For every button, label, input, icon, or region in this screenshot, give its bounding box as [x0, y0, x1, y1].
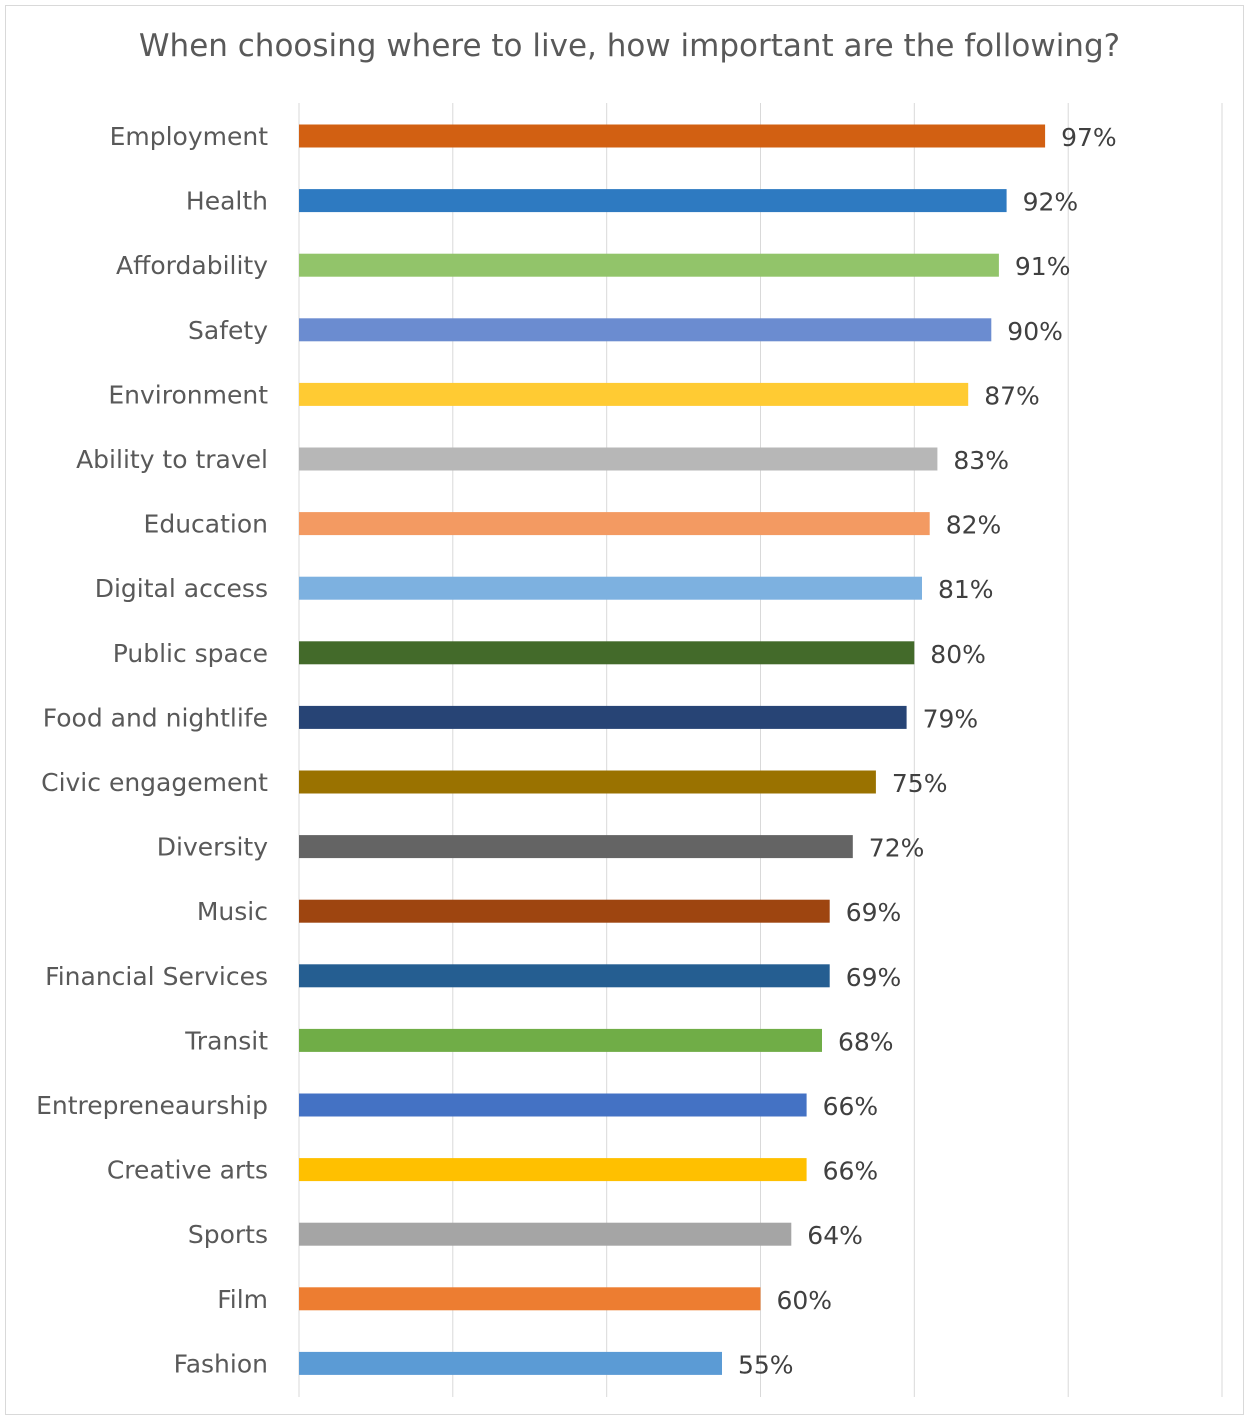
- bar: [299, 705, 907, 729]
- category-label: Creative arts: [107, 1156, 268, 1185]
- data-label: 90%: [1007, 317, 1063, 346]
- category-label: Diversity: [157, 833, 268, 862]
- data-label: 87%: [984, 381, 1040, 410]
- category-label: Entrepreneaurship: [36, 1091, 268, 1120]
- chart-title: When choosing where to live, how importa…: [138, 28, 1121, 64]
- data-label: 60%: [777, 1286, 833, 1315]
- bar: [299, 576, 922, 600]
- data-label: 66%: [823, 1157, 879, 1186]
- data-label: 83%: [953, 446, 1009, 475]
- category-label: Ability to travel: [76, 445, 268, 474]
- data-label: 82%: [946, 511, 1002, 540]
- bar: [299, 770, 876, 794]
- category-label: Music: [197, 897, 268, 926]
- category-label: Employment: [110, 122, 269, 151]
- category-label: Safety: [188, 316, 268, 345]
- category-label: Financial Services: [45, 962, 268, 991]
- bar: [299, 189, 1007, 213]
- category-label: Film: [217, 1285, 268, 1314]
- bar: [299, 1093, 807, 1117]
- data-label: 75%: [892, 769, 948, 798]
- category-label: Environment: [108, 380, 268, 409]
- data-label: 80%: [930, 640, 986, 669]
- data-label: 97%: [1061, 123, 1117, 152]
- bar: [299, 1351, 722, 1375]
- data-label: 81%: [938, 575, 994, 604]
- data-label: 66%: [823, 1092, 879, 1121]
- data-label: 72%: [869, 834, 925, 863]
- category-label: Health: [186, 187, 268, 216]
- data-label: 69%: [846, 963, 902, 992]
- data-label: 69%: [846, 898, 902, 927]
- category-label: Affordability: [116, 251, 268, 280]
- category-label: Civic engagement: [41, 768, 268, 797]
- category-label: Fashion: [174, 1349, 268, 1378]
- data-label: 92%: [1023, 188, 1079, 217]
- bar: [299, 1222, 792, 1246]
- category-label: Public space: [113, 639, 268, 668]
- data-label: 64%: [807, 1221, 863, 1250]
- bar: [299, 899, 830, 923]
- bar: [299, 253, 999, 277]
- category-label: Sports: [188, 1220, 268, 1249]
- category-label: Food and nightlife: [43, 703, 268, 732]
- data-label: 91%: [1015, 252, 1071, 281]
- bar: [299, 1158, 807, 1182]
- category-label: Education: [144, 510, 268, 539]
- data-label: 79%: [923, 704, 979, 733]
- bar: [299, 318, 992, 342]
- bar: [299, 1287, 761, 1311]
- bar: [299, 447, 938, 471]
- category-label: Transit: [184, 1026, 268, 1055]
- bar: [299, 512, 930, 536]
- bar: [299, 124, 1046, 148]
- bar: [299, 964, 830, 988]
- data-label: 68%: [838, 1027, 894, 1056]
- bar: [299, 1028, 822, 1052]
- data-label: 55%: [738, 1350, 794, 1379]
- bar: [299, 382, 969, 406]
- bar: [299, 641, 915, 665]
- category-label: Digital access: [95, 574, 268, 603]
- bar: [299, 835, 853, 859]
